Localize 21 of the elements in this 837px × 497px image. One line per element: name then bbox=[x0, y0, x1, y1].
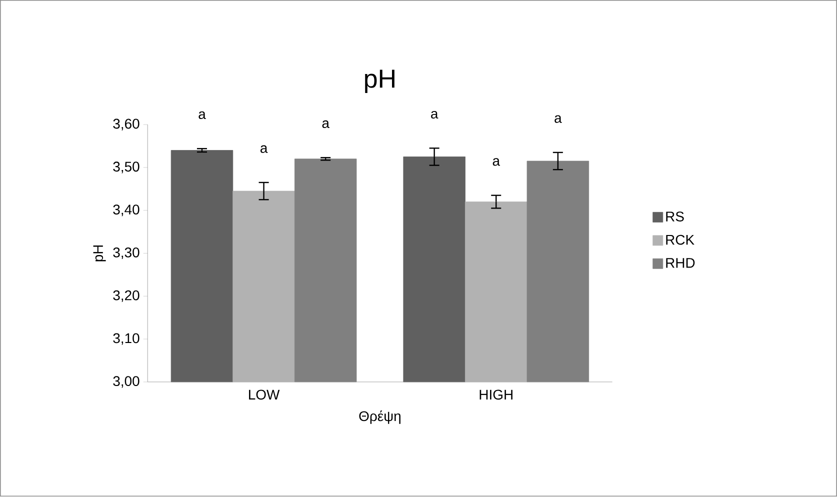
y-tick-label: 3,40 bbox=[113, 204, 140, 216]
legend-label: RHD bbox=[666, 258, 695, 268]
text: a bbox=[554, 115, 562, 124]
chart-title: pH bbox=[365, 70, 394, 94]
annotation: a bbox=[260, 146, 268, 154]
annotation: a bbox=[322, 120, 330, 128]
y-tick-label: 3,10 bbox=[113, 334, 140, 346]
x-tick-label: LOW bbox=[249, 390, 280, 400]
legend-label: RS bbox=[666, 212, 684, 222]
annotation: a bbox=[492, 158, 500, 166]
x-tick-label: HIGH bbox=[480, 390, 512, 400]
y-tick-label: 3,00 bbox=[113, 376, 140, 388]
text: a bbox=[198, 112, 206, 120]
y-tick-label: 3,20 bbox=[113, 290, 140, 302]
y-tick-label: 3,30 bbox=[113, 248, 140, 260]
legend-label: RCK bbox=[666, 235, 694, 245]
y-axis-title: pH bbox=[93, 246, 106, 262]
y-tick-label: 3,50 bbox=[113, 162, 140, 174]
y-tick-label: 3,60 bbox=[113, 119, 140, 131]
x-axis-title: Θρέψη bbox=[359, 410, 400, 424]
text: a bbox=[431, 111, 438, 119]
